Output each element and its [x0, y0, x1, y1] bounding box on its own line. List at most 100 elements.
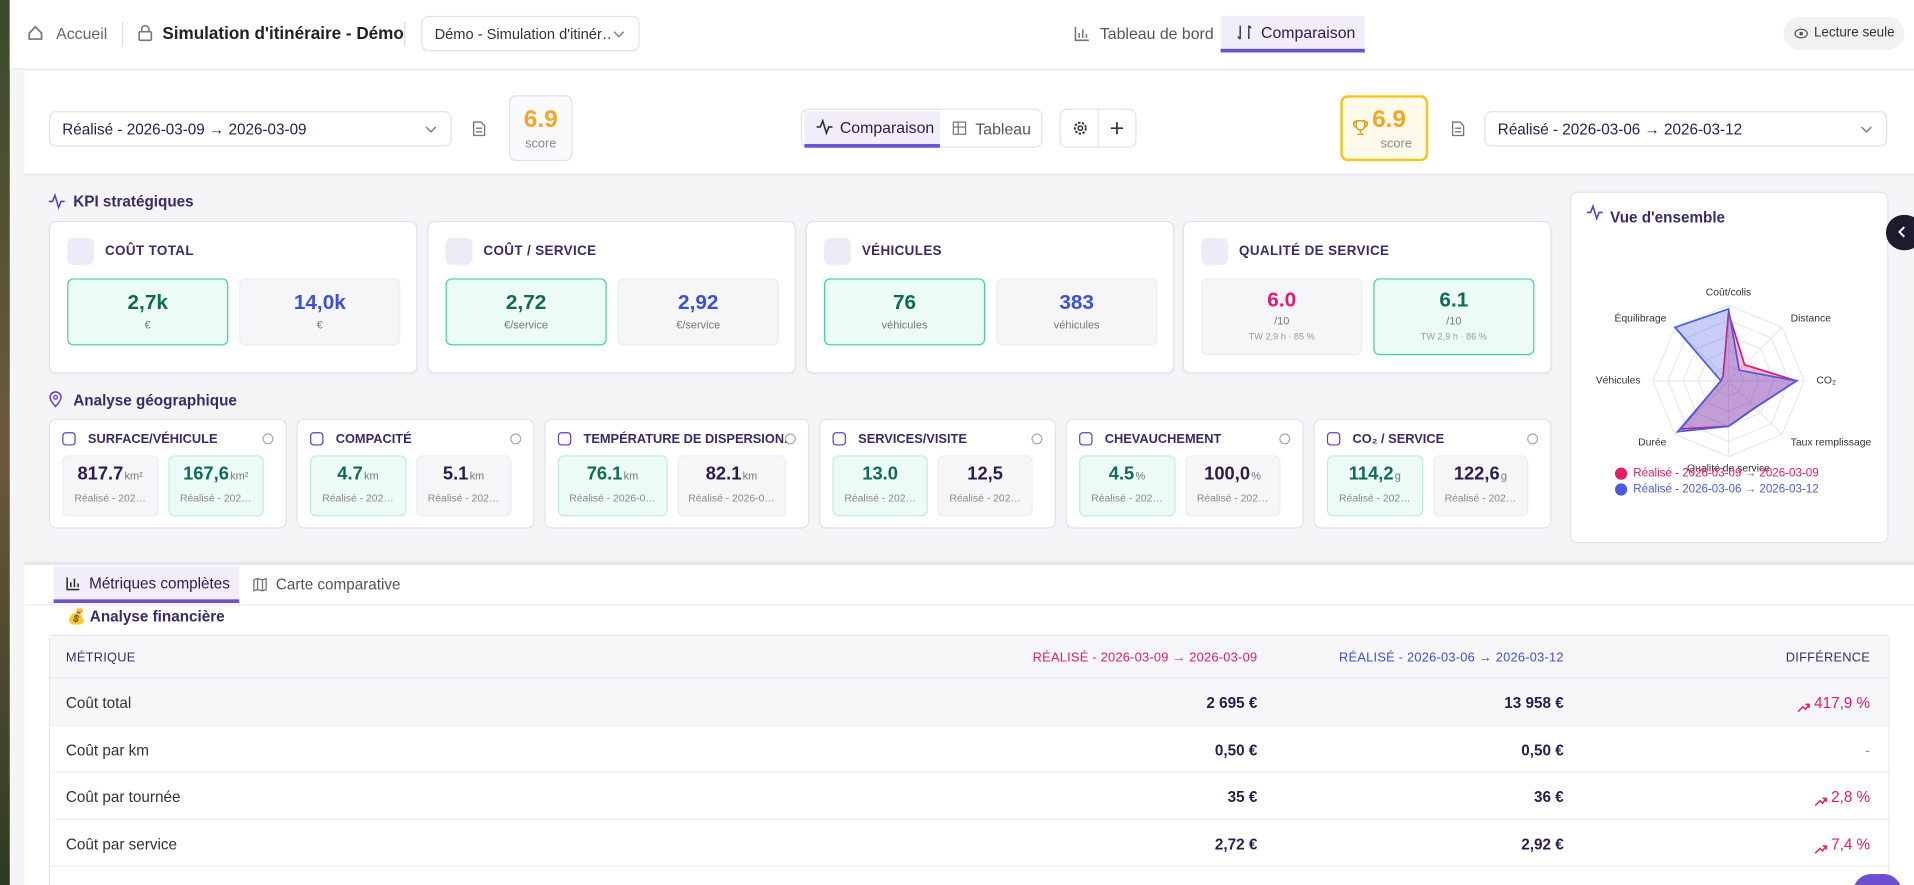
geo-sub: Réalisé - 202… [949, 491, 1021, 505]
kpi-value-box [617, 278, 779, 346]
geo-sub: Réalisé - 202… [1339, 491, 1411, 505]
add-button[interactable] [1110, 121, 1125, 136]
backdrop-strip [0, 0, 10, 885]
geo-value-row: 5.1km [416, 464, 512, 486]
geo-value: 76.1 [586, 463, 623, 485]
legend-marker [1614, 467, 1628, 480]
geo-value: 100,0 [1204, 463, 1251, 485]
kpi-value-box [823, 278, 986, 346]
pin-icon [49, 391, 62, 408]
trend-up-icon [1797, 697, 1810, 713]
geo-value-row: 114,2g [1327, 464, 1423, 486]
geo-label: SURFACE/VÉHICULE [87, 432, 218, 447]
view-tab[interactable]: Tableau [975, 119, 1031, 138]
geo-unit: % [1135, 469, 1146, 483]
geo-value: 5.1 [442, 463, 469, 485]
geo-value-row: 4.7km [310, 464, 406, 486]
left-select[interactable]: Réalisé - 2026-03-09 → 2026-03-09 [48, 111, 452, 147]
right-select[interactable]: Réalisé - 2026-03-06 → 2026-03-12 [1484, 111, 1888, 147]
trend-up-icon [1814, 838, 1827, 854]
column-header: DIFFÉRENCE [1785, 650, 1871, 666]
geo-sub: Réalisé - 2026-0… [569, 491, 656, 505]
home-icon [28, 25, 43, 40]
lock-icon [138, 24, 153, 42]
geo-label: COMPACITÉ [335, 432, 412, 447]
tab[interactable]: Carte comparative [275, 576, 401, 594]
geo-value-box [557, 455, 668, 517]
select-text: Réalisé - 2026-03-09 → 2026-03-09 [62, 120, 307, 138]
fab[interactable] [1853, 874, 1902, 885]
nav-tab[interactable]: Tableau de bord [1099, 24, 1214, 43]
legend-label: Réalisé - 2026-03-09 → 2026-03-09 [1633, 468, 1818, 480]
section-title: KPI stratégiques [73, 192, 194, 210]
scenario-select[interactable]: Démo - Simulation d'itinér… [421, 15, 640, 52]
page-title: Simulation d'itinéraire - Démo [162, 23, 404, 43]
column-header: MÉTRIQUE [65, 650, 136, 666]
radar-axis-label: CO₂ [1816, 376, 1836, 387]
score-value: 6.9 [1372, 106, 1407, 134]
separator [1097, 108, 1099, 148]
select-text: Démo - Simulation d'itinér… [434, 25, 612, 43]
trend-arrow [1814, 797, 1827, 807]
kpi-value-box [445, 278, 607, 346]
metric-value: 13 958 € [1504, 694, 1564, 712]
radar-area [1673, 307, 1799, 433]
metric-value: 2,92 € [1521, 835, 1564, 853]
kpi-label: COÛT TOTAL [104, 244, 194, 259]
metric-value: 36 € [1534, 788, 1564, 806]
geo-value-box [937, 455, 1033, 517]
separator [404, 21, 406, 47]
info-icon [262, 433, 274, 445]
geo-value-row: 817.7km² [62, 464, 158, 486]
trend-up-icon [1814, 791, 1827, 807]
score-box [509, 95, 573, 162]
geo-sub: Réalisé - 2026-0… [688, 491, 775, 505]
home-link[interactable]: Accueil [56, 24, 108, 43]
score-box-best [1340, 95, 1429, 162]
info-icon [1527, 433, 1539, 445]
chevron [613, 31, 625, 38]
doc-icon[interactable] [472, 121, 486, 137]
kpi-value-box [1373, 278, 1535, 356]
legend-marker [1614, 483, 1628, 496]
geo-value-row: 82.1km [677, 464, 786, 486]
geo-value: 817.7 [77, 463, 124, 485]
difference-cell: 7,4 % [1831, 835, 1871, 853]
geo-sub: Réalisé - 202… [1196, 491, 1269, 505]
kpi-unit: €/service [504, 318, 549, 331]
chart-icon [1074, 26, 1089, 42]
geo-unit: km² [230, 469, 249, 483]
geo-value-row: 100,0% [1185, 464, 1281, 486]
geo-value-row: 13.0 [833, 464, 928, 486]
settings-button[interactable] [1072, 120, 1089, 137]
compare-icon [1237, 25, 1252, 40]
geo-value: 114,2 [1348, 463, 1394, 485]
kpi-unit: €/service [676, 318, 721, 331]
kpi-unit: véhicules [881, 318, 928, 331]
kpi-value-box [1201, 278, 1363, 356]
geo-value: 13.0 [862, 463, 898, 485]
radar-axis-label: Qualité de service [1687, 463, 1770, 474]
separator [122, 21, 124, 47]
kpi-value-box [996, 278, 1158, 346]
tab-active[interactable] [53, 566, 240, 604]
geo-value-row: 76.1km [558, 464, 667, 486]
geo-value: 82.1 [705, 463, 742, 485]
kpi-label: QUALITÉ DE SERVICE [1239, 244, 1390, 259]
geo-value-row: 12,5 [937, 464, 1032, 486]
metric-value: 35 € [1227, 788, 1258, 806]
geo-unit: km² [124, 469, 143, 483]
readonly-badge [1783, 17, 1905, 51]
geo-sub: Réalisé - 202… [322, 491, 394, 505]
chart-icon [66, 577, 80, 591]
kpi-value: 2,92 [678, 290, 719, 314]
table-icon [952, 121, 967, 135]
geo-icon [1326, 432, 1341, 446]
geo-icon [832, 432, 846, 446]
column-header: RÉALISÉ - 2026-03-09 → 2026-03-09 [1032, 650, 1258, 666]
kpi-unit: véhicules [1053, 318, 1100, 331]
doc-icon[interactable] [1451, 121, 1465, 137]
nav-tab-active[interactable] [1220, 15, 1365, 53]
metrics-table: MÉTRIQUE RÉALISÉ - 2026-03-09 → 2026-03-0… [48, 634, 1890, 885]
kpi-value: 6.0 [1267, 288, 1297, 312]
